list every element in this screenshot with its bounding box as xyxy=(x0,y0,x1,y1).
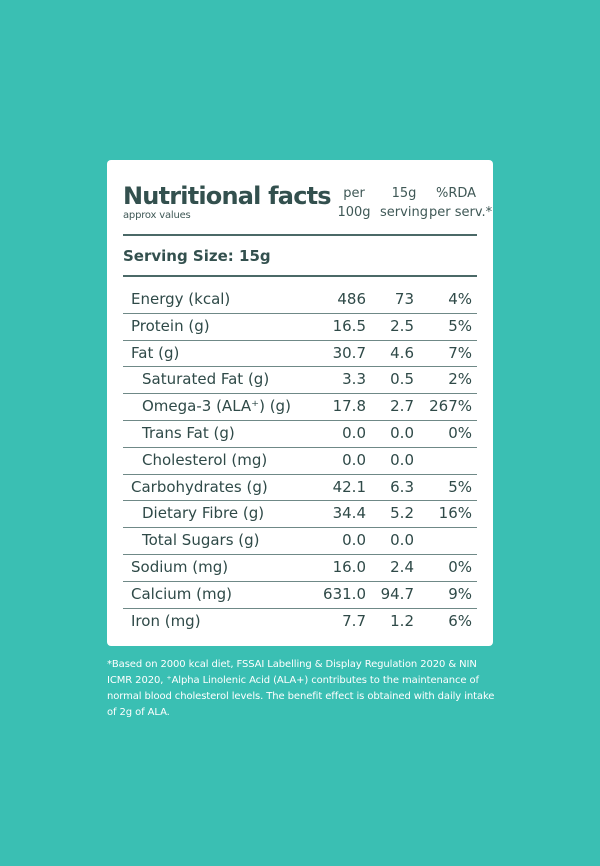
value-rda: 4% xyxy=(448,290,472,308)
table-row: Calcium (mg) 631.0 94.7 9% xyxy=(123,582,477,609)
value-per-serving: 1.2 xyxy=(390,611,414,630)
column-header-rda: %RDA per serv.* xyxy=(429,184,493,222)
nutrient-name: Cholesterol (mg) xyxy=(142,450,268,469)
value-rda: 5% xyxy=(448,316,472,335)
panel-subtitle: approx values xyxy=(123,210,191,221)
value-per-serving: 0.0 xyxy=(390,423,414,442)
value-rda: 0% xyxy=(448,423,472,442)
nutrient-name: Sodium (mg) xyxy=(131,557,229,576)
nutrient-name: Energy (kcal) xyxy=(131,290,231,308)
table-row: Dietary Fibre (g) 34.4 5.2 16% xyxy=(123,501,477,529)
value-per-100g: 0.0 xyxy=(342,450,366,469)
table-row: Cholesterol (mg) 0.0 0.0 xyxy=(123,448,477,475)
value-rda: 2% xyxy=(448,370,472,389)
table-row: Saturated Fat (g) 3.3 0.5 2% xyxy=(123,367,477,395)
value-per-100g: 7.7 xyxy=(342,611,366,630)
column-header-per-100g: per 100g xyxy=(331,184,377,222)
nutrient-name: Carbohydrates (g) xyxy=(131,477,268,496)
column-header-serving-line2: serving xyxy=(380,205,428,220)
table-row: Carbohydrates (g) 42.1 6.3 5% xyxy=(123,475,477,502)
table-row: Trans Fat (g) 0.0 0.0 0% xyxy=(123,421,477,448)
value-per-100g: 0.0 xyxy=(342,423,366,442)
column-header-serving: 15g serving xyxy=(378,184,430,222)
footnote: *Based on 2000 kcal diet, FSSAI Labellin… xyxy=(107,659,495,718)
value-rda: 16% xyxy=(438,504,472,523)
value-rda: 9% xyxy=(448,584,472,603)
header-divider xyxy=(123,234,477,236)
value-per-serving: 0.5 xyxy=(390,370,414,389)
value-per-serving: 73 xyxy=(394,290,414,308)
nutrient-name: Trans Fat (g) xyxy=(142,423,235,442)
nutrient-name: Total Sugars (g) xyxy=(142,531,260,550)
column-header-serving-line1: 15g xyxy=(391,186,417,201)
column-header-rda-line1: %RDA xyxy=(435,186,477,201)
value-per-100g: 3.3 xyxy=(342,370,366,389)
value-per-100g: 17.8 xyxy=(332,397,366,416)
nutrition-facts-panel: Nutritional facts approx values per 100g… xyxy=(107,160,493,646)
value-per-serving: 6.3 xyxy=(390,477,414,496)
value-per-100g: 30.7 xyxy=(332,343,366,362)
value-per-serving: 4.6 xyxy=(390,343,414,362)
value-rda: 7% xyxy=(448,343,472,362)
nutrient-name: Calcium (mg) xyxy=(131,584,232,603)
table-row: Fat (g) 30.7 4.6 7% xyxy=(123,341,477,368)
table-row: Protein (g) 16.5 2.5 5% xyxy=(123,314,477,341)
nutrient-name: Iron (mg) xyxy=(131,611,201,630)
table-row: Energy (kcal) 486 73 4% xyxy=(123,287,477,314)
value-per-100g: 42.1 xyxy=(332,477,366,496)
nutrient-name: Omega-3 (ALA⁺) (g) xyxy=(142,397,291,416)
value-rda: 5% xyxy=(448,477,472,496)
nutrient-name: Protein (g) xyxy=(131,316,210,335)
value-per-serving: 2.7 xyxy=(390,397,414,416)
column-header-per-100g-line1: per xyxy=(343,186,365,201)
value-per-100g: 34.4 xyxy=(332,504,366,523)
serving-size: Serving Size: 15g xyxy=(123,247,271,265)
serving-divider xyxy=(123,275,477,277)
value-rda: 0% xyxy=(448,557,472,576)
value-per-serving: 5.2 xyxy=(390,504,414,523)
table-row: Omega-3 (ALA⁺) (g) 17.8 2.7 267% xyxy=(123,394,477,421)
panel-title: Nutritional facts xyxy=(123,182,332,210)
column-header-per-100g-line2: 100g xyxy=(337,205,371,220)
value-rda: 6% xyxy=(448,611,472,630)
nutrient-name: Dietary Fibre (g) xyxy=(142,504,265,523)
nutrient-table: Energy (kcal) 486 73 4% Protein (g) 16.5 2.5 5%… xyxy=(123,287,477,634)
value-per-100g: 16.5 xyxy=(332,316,366,335)
value-per-serving: 0.0 xyxy=(390,450,414,469)
column-header-rda-line2: per serv.* xyxy=(429,205,493,220)
value-per-serving: 2.5 xyxy=(390,316,414,335)
table-row: Iron (mg) 7.7 1.2 6% xyxy=(123,609,477,635)
value-per-serving: 0.0 xyxy=(390,531,414,550)
nutrient-name: Saturated Fat (g) xyxy=(142,370,270,389)
panel-header: Nutritional facts approx values per 100g… xyxy=(123,182,492,232)
value-per-100g: 0.0 xyxy=(342,531,366,550)
value-per-100g: 16.0 xyxy=(332,557,366,576)
value-per-serving: 94.7 xyxy=(380,584,414,603)
table-row: Total Sugars (g) 0.0 0.0 xyxy=(123,528,477,555)
table-row: Sodium (mg) 16.0 2.4 0% xyxy=(123,555,477,582)
value-per-100g: 631.0 xyxy=(323,584,366,603)
nutrient-name: Fat (g) xyxy=(131,343,180,362)
value-per-serving: 2.4 xyxy=(390,557,414,576)
value-rda: 267% xyxy=(429,397,472,416)
value-per-100g: 486 xyxy=(337,290,366,308)
